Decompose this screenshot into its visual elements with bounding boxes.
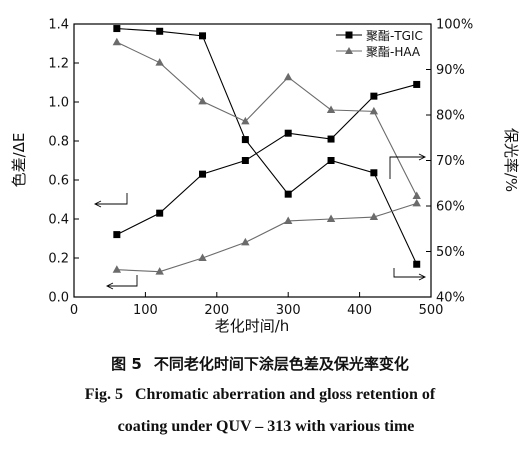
right-y-tick-label: 100% <box>436 18 473 33</box>
arrow-tgic-left-axis <box>95 193 128 205</box>
point-haa-gloss <box>241 116 250 125</box>
x-tick-label: 0 <box>70 303 78 318</box>
right-y-tick-label: 80% <box>436 109 465 124</box>
left-y-tick-label: 0.8 <box>48 135 69 150</box>
point-haa-delta-e <box>326 214 336 222</box>
point-tgic-gloss <box>156 27 164 35</box>
point-tgic-gloss <box>327 157 335 164</box>
caption-en-line1-text: Chromatic aberration and gloss retention… <box>134 386 436 403</box>
point-tgic-delta-e <box>370 92 378 100</box>
point-haa-delta-e <box>412 198 421 207</box>
point-haa-delta-e <box>369 212 379 221</box>
right-y-tick-label: 60% <box>436 200 465 215</box>
caption-english-line2: coating under QUV – 313 with various tim… <box>117 418 415 435</box>
legend: 聚酯-TGIC 聚酯-HAA <box>336 29 423 59</box>
left-y-tick-label: 1.0 <box>48 96 69 111</box>
chart: 0 100 200 300 400 500 0.0 0.2 0.4 0.6 0.8 1.0 1.2 1.4… <box>10 18 520 336</box>
point-tgic-gloss <box>413 260 421 268</box>
left-y-tick-label: 1.2 <box>48 57 69 72</box>
point-tgic-delta-e <box>199 170 207 178</box>
x-tick-label: 300 <box>276 303 301 318</box>
plot-frame <box>73 23 432 298</box>
point-tgic-delta-e <box>413 80 421 88</box>
point-haa-gloss <box>369 106 379 115</box>
point-haa-gloss <box>412 191 421 199</box>
left-y-tick-label: 1.4 <box>48 18 69 33</box>
legend-tgic-marker <box>345 31 353 39</box>
series-tgic-delta-e-line <box>116 83 417 236</box>
caption-cn-text: 不同老化时间下涂层色差及保光率变化 <box>153 355 409 373</box>
point-tgic-gloss <box>370 169 378 177</box>
point-tgic-delta-e <box>241 157 249 164</box>
series-haa-delta-e-line <box>116 202 417 273</box>
right-y-tick-label: 70% <box>436 154 465 169</box>
point-haa-gloss <box>326 105 336 113</box>
point-tgic-gloss <box>199 32 207 40</box>
point-haa-delta-e <box>241 237 250 246</box>
left-y-tick-label: 0.6 <box>48 174 69 189</box>
point-tgic-gloss <box>113 25 121 33</box>
point-tgic-delta-e <box>113 231 121 239</box>
right-y-tick-label: 50% <box>436 245 465 260</box>
legend-haa-label: 聚酯-HAA <box>366 45 421 59</box>
caption-chinese: 图 5 不同老化时间下涂层色差及保光率变化 <box>0 353 532 374</box>
right-y-tick-label: 40% <box>436 291 465 306</box>
x-tick-label: 500 <box>419 303 444 318</box>
axis-indicator-arrows <box>93 153 427 290</box>
left-y-tick-label: 0.0 <box>48 291 69 306</box>
legend-haa-marker <box>345 47 353 54</box>
series-tgic-gloss-line <box>116 28 418 265</box>
arrow-tgic-right-axis <box>393 268 425 278</box>
point-haa-gloss <box>112 37 122 46</box>
legend-tgic-label: 聚酯-TGIC <box>366 29 423 43</box>
point-haa-gloss <box>284 72 293 81</box>
left-y-tick-label: 0.2 <box>48 252 69 267</box>
point-haa-delta-e <box>112 265 122 273</box>
point-tgic-delta-e <box>284 129 292 137</box>
point-haa-delta-e <box>198 253 207 261</box>
arrow-haa-left-axis <box>107 275 138 287</box>
left-y-tick-label: 0.4 <box>48 213 69 228</box>
right-y-tick-label: 90% <box>436 63 465 78</box>
point-haa-delta-e <box>284 216 293 224</box>
arrow-haa-right-axis <box>389 156 425 179</box>
x-tick-label: 400 <box>347 303 372 318</box>
caption-cn-figure-number: 图 5 <box>111 355 142 373</box>
arrowhead <box>418 153 427 161</box>
point-haa-delta-e <box>155 267 164 275</box>
series-haa-gloss-line <box>116 41 418 197</box>
x-tick-label: 100 <box>133 303 158 318</box>
arrowhead <box>418 273 427 281</box>
arrowhead <box>93 200 102 208</box>
point-tgic-delta-e <box>156 209 164 217</box>
left-axis-label: 色差/ΔE <box>10 133 28 188</box>
point-haa-gloss <box>155 58 164 66</box>
x-axis-label: 老化时间/h <box>215 317 290 335</box>
point-tgic-delta-e <box>327 135 335 143</box>
right-axis-label: 保光率/% <box>502 128 520 192</box>
caption-en-figure-number: Fig. 5 <box>84 386 123 403</box>
arrowhead <box>105 282 114 290</box>
point-tgic-gloss <box>241 136 249 144</box>
x-tick-label: 200 <box>204 303 229 318</box>
point-haa-gloss <box>198 96 207 105</box>
point-tgic-gloss <box>284 190 292 198</box>
caption-english-line1: Fig. 5 Chromatic aberration and gloss ret… <box>0 386 532 404</box>
